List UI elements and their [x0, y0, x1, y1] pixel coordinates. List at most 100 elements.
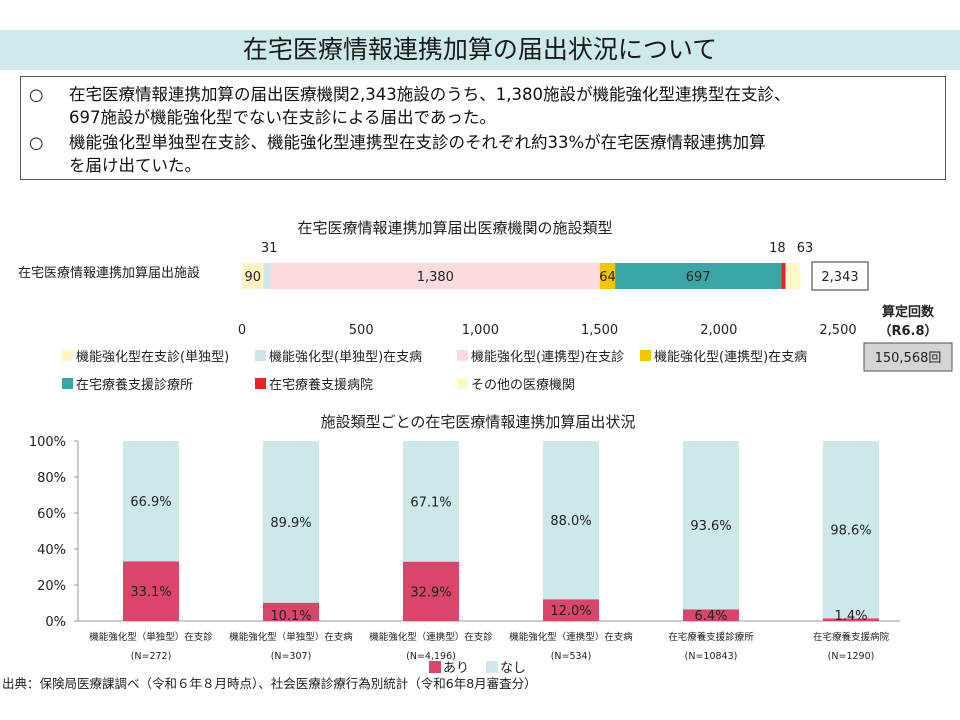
legend-label: 機能強化型(単独型)在支病 — [269, 349, 422, 365]
vbar-category-label: 機能強化型（連携型）在支病 — [509, 631, 633, 643]
vbar-bars: 66.9% 33.1% 89.9% 10.1% 67.1% 32.9% 88.0% 12.0%… — [123, 441, 879, 624]
vbar-value-label: 32.9% — [410, 585, 451, 600]
vbar-value-label: 67.1% — [410, 495, 451, 510]
vbar-tick-label: 0% — [45, 615, 66, 630]
vbar-category-label: 機能強化型（単独型）在支病 — [229, 631, 353, 643]
hbar-segment — [263, 263, 271, 289]
legend-swatch — [457, 378, 468, 389]
vbar-category-label: 在宅療養支援診療所 — [668, 631, 754, 643]
vbar-value-label: 89.9% — [270, 516, 311, 531]
vbar-segment-ari — [543, 599, 599, 621]
vbar-category-label: 機能強化型（単独型）在支診 — [89, 631, 213, 643]
count-header-2: （R6.8） — [878, 323, 937, 339]
vbar-legend: あり なし — [429, 661, 526, 676]
vbar-segment-nashi — [683, 441, 739, 610]
hbar-legend: 機能強化型在支診(単独型) 機能強化型(単独型)在支病 機能強化型(連携型)在支診 機… — [62, 349, 807, 393]
vbar-category-n: (N=534) — [551, 651, 592, 662]
vbar-value-label: 66.9% — [130, 495, 171, 510]
hbar-segment — [615, 263, 782, 289]
count-header-1: 算定回数 — [882, 304, 935, 320]
hbar-tick-label: 2,000 — [700, 323, 737, 338]
vbar-category-label: 在宅療養支援病院 — [813, 631, 890, 643]
page-title: 在宅医療情報連携加算の届出状況について — [242, 35, 718, 64]
vbar-value-label: 1.4% — [834, 609, 867, 624]
vbar-segment-ari — [123, 561, 179, 621]
legend-swatch — [486, 661, 498, 673]
vbar-segment-ari — [403, 561, 459, 621]
hbar-segments — [242, 263, 801, 289]
hbar-value-label: 18 — [769, 241, 786, 256]
legend-swatch — [62, 350, 73, 361]
vbar-tick-label: 40% — [37, 543, 66, 558]
vbar-segment-ari — [823, 618, 879, 621]
hbar-tick-label: 1,000 — [462, 323, 499, 338]
legend-label: 在宅療養支援診療所 — [76, 377, 193, 393]
hbar-segment — [242, 263, 264, 289]
vbar-tick-label: 80% — [37, 471, 66, 486]
vbar-categories: 機能強化型（単独型）在支診 (N=272) 機能強化型（単独型）在支病 (N=307)… — [89, 631, 889, 662]
summary-bullet-1: ○ 在宅医療情報連携加算の届出医療機関2,343施設のうち、1,380施設が機能強… — [29, 83, 790, 129]
vbar-segment-nashi — [403, 441, 459, 562]
total-box — [811, 261, 869, 291]
legend-swatch — [640, 350, 651, 361]
hbar-segment — [781, 263, 786, 289]
legend-swatch — [255, 350, 266, 361]
bullet-mark: ○ — [29, 133, 44, 152]
vbar-category-n: (N=272) — [131, 651, 172, 662]
vbar-category-n: (N=307) — [271, 651, 312, 662]
legend-label: その他の医療機関 — [471, 378, 575, 393]
vbar-segment-nashi — [823, 441, 879, 619]
legend-label: なし — [500, 661, 526, 676]
hbar-segment — [785, 263, 801, 289]
vbar-value-label: 6.4% — [694, 609, 727, 624]
summary-bullet-2: ○ 機能強化型単独型在支診、機能強化型連携型在支診のそれぞれ約33%が在宅医療情報… — [29, 131, 766, 177]
legend-swatch — [62, 378, 73, 389]
hbar-value-label: 1,380 — [417, 270, 454, 285]
vbar-category-n: (N=10843) — [685, 651, 738, 662]
hbar-value-label: 31 — [261, 241, 278, 256]
summary-box: ○ 在宅医療情報連携加算の届出医療機関2,343施設のうち、1,380施設が機能強… — [20, 76, 946, 180]
title-band — [0, 30, 960, 70]
hbar-tick-label: 1,500 — [581, 323, 618, 338]
legend-label: あり — [443, 661, 469, 676]
source-note: 出典：保険局医療課調べ（令和６年８月時点）、社会医療診療行為別統計（令和6年8月… — [2, 676, 537, 691]
vbar-category-n: (N=1290) — [828, 651, 875, 662]
vbar-tick-label: 60% — [37, 507, 66, 522]
summary-text: 機能強化型単独型在支診、機能強化型連携型在支診のそれぞれ約33%が在宅医療情報連… — [69, 133, 766, 152]
summary-text: 697施設が機能強化型でない在支診による届出であった。 — [69, 108, 496, 127]
vbar-segment-nashi — [263, 441, 319, 603]
legend-label: 機能強化型(連携型)在支病 — [654, 349, 807, 365]
hbar-tick-label: 500 — [349, 323, 374, 338]
hbar-segment — [599, 263, 616, 289]
vbar-segment-ari — [263, 602, 319, 621]
hbar-segment — [270, 263, 600, 289]
vbar-axis: 0% 20% 40% 60% 80% 100% — [29, 435, 900, 630]
vbar-tick-label: 20% — [37, 579, 66, 594]
legend-swatch — [255, 378, 266, 389]
vbar-segment-nashi — [123, 441, 179, 562]
legend-label: 機能強化型(連携型)在支診 — [471, 349, 624, 365]
vbar-value-label: 10.1% — [270, 609, 311, 624]
hbar-tick-label: 0 — [238, 323, 246, 338]
hbar-value-label: 90 — [244, 270, 261, 285]
hbar-value-label: 64 — [599, 270, 616, 285]
vbar-value-label: 88.0% — [550, 514, 591, 529]
count-value: 150,568回 — [875, 351, 942, 366]
bullet-mark: ○ — [29, 85, 44, 104]
legend-label: 機能強化型在支診(単独型) — [76, 349, 229, 365]
summary-text: 在宅医療情報連携加算の届出医療機関2,343施設のうち、1,380施設が機能強化… — [69, 85, 791, 104]
top-chart-title: 在宅医療情報連携加算届出医療機関の施設類型 — [297, 219, 612, 237]
legend-label: 在宅療養支援病院 — [269, 377, 373, 393]
vbar-category-n: (N=4,196) — [406, 651, 456, 662]
vbar-category-label: 機能強化型（連携型）在支診 — [369, 631, 493, 643]
top-chart-row-label: 在宅医療情報連携加算届出施設 — [18, 265, 200, 281]
vbar-value-label: 33.1% — [130, 585, 171, 600]
legend-swatch — [457, 350, 468, 361]
bottom-chart-title: 施設類型ごとの在宅医療情報連携加算届出状況 — [321, 413, 636, 431]
vbar-segment-ari — [683, 609, 739, 621]
hbar-ticks: 0 500 1,000 1,500 2,000 2,500 — [238, 323, 857, 338]
legend-swatch — [429, 661, 441, 673]
vbar-value-label: 12.0% — [550, 604, 591, 619]
